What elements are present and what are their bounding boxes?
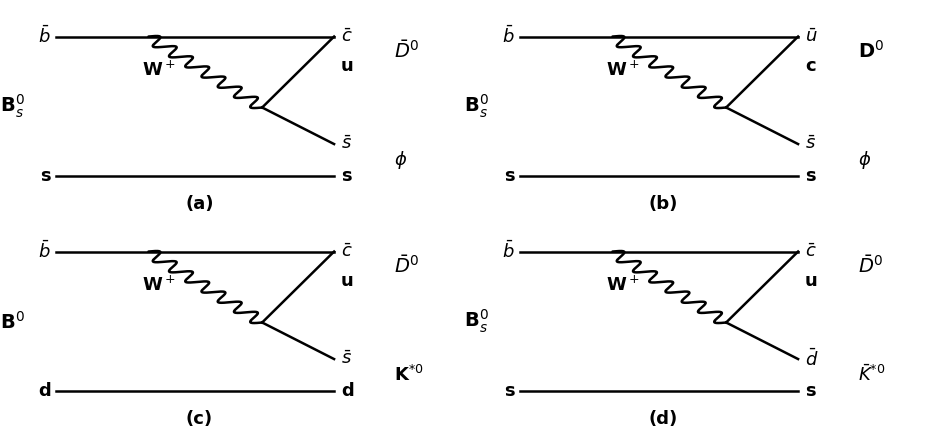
Text: B$_s^0$: B$_s^0$ — [464, 93, 489, 120]
Text: $\bar{D}^0$: $\bar{D}^0$ — [394, 40, 419, 62]
Text: $\bar{b}$: $\bar{b}$ — [502, 26, 514, 47]
Text: d: d — [341, 382, 353, 400]
Text: B$_s^0$: B$_s^0$ — [0, 93, 25, 120]
Text: s: s — [805, 167, 815, 185]
Text: u: u — [341, 57, 353, 74]
Text: s: s — [41, 167, 51, 185]
Text: u: u — [341, 272, 353, 289]
Text: $\bar{b}$: $\bar{b}$ — [38, 26, 51, 47]
Text: s: s — [504, 167, 514, 185]
Text: (a): (a) — [185, 195, 213, 213]
Text: s: s — [341, 167, 351, 185]
Text: $\phi$: $\phi$ — [394, 149, 407, 171]
Text: $\bar{D}^0$: $\bar{D}^0$ — [394, 255, 419, 277]
Text: s: s — [805, 382, 815, 400]
Text: W$^+$: W$^+$ — [605, 60, 639, 80]
Text: s: s — [504, 382, 514, 400]
Text: $\bar{b}$: $\bar{b}$ — [502, 241, 514, 262]
Text: (d): (d) — [648, 410, 678, 428]
Text: $\bar{b}$: $\bar{b}$ — [38, 241, 51, 262]
Text: $\bar{s}$: $\bar{s}$ — [341, 350, 351, 368]
Text: W$^+$: W$^+$ — [142, 60, 175, 80]
Text: B$_s^0$: B$_s^0$ — [464, 308, 489, 335]
Text: $\bar{D}^0$: $\bar{D}^0$ — [857, 255, 883, 277]
Text: $\bar{K}^{*0}$: $\bar{K}^{*0}$ — [857, 365, 885, 385]
Text: W$^+$: W$^+$ — [605, 275, 639, 295]
Text: d: d — [38, 382, 51, 400]
Text: B$^0$: B$^0$ — [0, 310, 25, 332]
Text: $\bar{c}$: $\bar{c}$ — [341, 243, 352, 261]
Text: (c): (c) — [185, 410, 213, 428]
Text: W$^+$: W$^+$ — [142, 275, 175, 295]
Text: $\bar{c}$: $\bar{c}$ — [805, 243, 816, 261]
Text: (b): (b) — [648, 195, 678, 213]
Text: $\bar{s}$: $\bar{s}$ — [805, 135, 815, 153]
Text: $\bar{d}$: $\bar{d}$ — [805, 348, 818, 370]
Text: c: c — [805, 57, 815, 74]
Text: $\phi$: $\phi$ — [857, 149, 870, 171]
Text: u: u — [805, 272, 817, 289]
Text: $\bar{s}$: $\bar{s}$ — [341, 135, 351, 153]
Text: K$^{*0}$: K$^{*0}$ — [394, 365, 424, 385]
Text: $\bar{u}$: $\bar{u}$ — [805, 28, 817, 46]
Text: D$^0$: D$^0$ — [857, 40, 883, 62]
Text: $\bar{c}$: $\bar{c}$ — [341, 28, 352, 46]
